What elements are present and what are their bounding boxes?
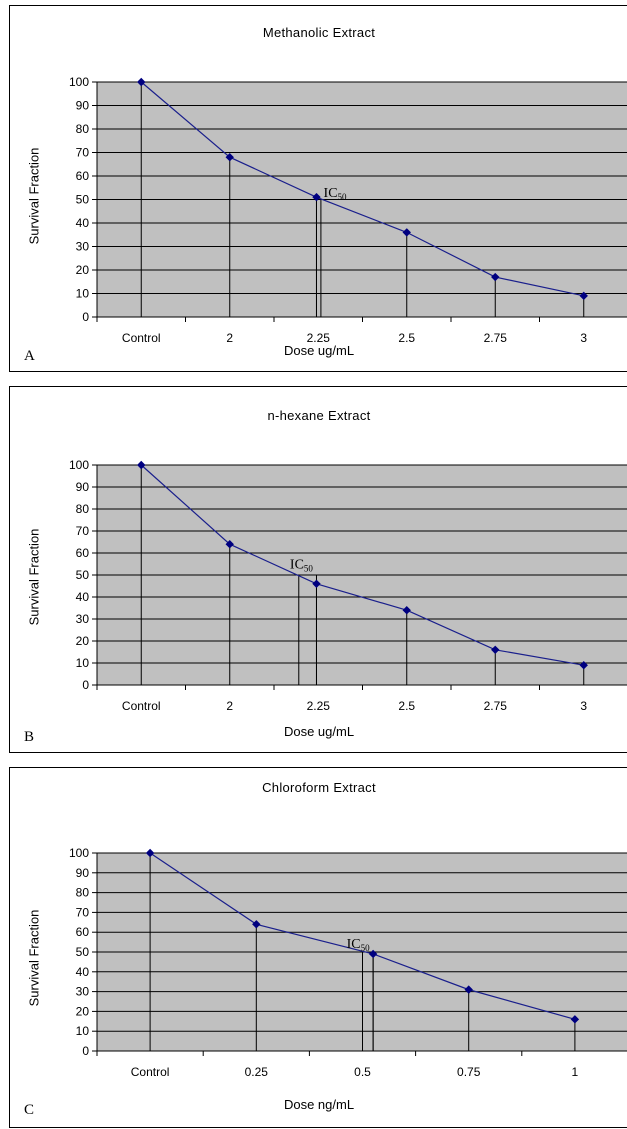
y-tick-label: 50 xyxy=(76,193,90,207)
data-point xyxy=(145,848,155,858)
y-tick-label: 70 xyxy=(76,524,90,538)
y-tick-label: 0 xyxy=(82,678,89,692)
ic50-annotation-text: IC xyxy=(347,937,361,952)
y-tick-label: 80 xyxy=(76,502,90,516)
y-tick-label: 60 xyxy=(76,925,90,939)
y-tick-label: 20 xyxy=(76,263,90,277)
x-tick-label: 0.75 xyxy=(457,1065,481,1079)
y-tick-label: 70 xyxy=(76,146,90,160)
data-point xyxy=(402,605,411,615)
data-point xyxy=(137,77,146,87)
x-tick-label: 2.25 xyxy=(307,331,331,345)
y-tick-label: 80 xyxy=(76,886,90,900)
x-tick-label: 2.75 xyxy=(484,699,508,713)
x-tick-label: Control xyxy=(122,331,161,345)
data-point xyxy=(252,920,261,929)
chart-svg: 0 10 20 30 40 50 60 70 80 90 100 Control 2 2.25 2.5 2.7… xyxy=(69,75,627,345)
ic50-annotation-subscript: 50 xyxy=(304,563,314,573)
ic50-annotation: IC50 xyxy=(324,186,348,202)
ic50-annotation-subscript: 50 xyxy=(338,192,348,202)
ic50-annotation: IC50 xyxy=(290,557,314,573)
series-line xyxy=(140,464,584,666)
x-tick-label: 2.5 xyxy=(398,331,415,345)
y-tick-label: 80 xyxy=(76,122,90,136)
y-tick-label: 40 xyxy=(76,590,90,604)
y-tick-label: 100 xyxy=(69,846,89,860)
y-tick-label: 30 xyxy=(76,240,90,254)
data-point xyxy=(491,272,500,282)
data-point xyxy=(312,579,321,589)
ic50-annotation-text: IC xyxy=(290,557,304,572)
data-point xyxy=(402,228,411,237)
x-tick-label: 0.5 xyxy=(354,1065,371,1079)
chart-title: n-hexane Extract xyxy=(267,408,371,423)
y-tick-label: 40 xyxy=(76,216,90,230)
ic50-annotation-text: IC xyxy=(324,186,338,201)
data-point xyxy=(491,645,500,655)
y-tick-label: 0 xyxy=(82,310,89,324)
y-tick-label: 90 xyxy=(76,99,90,113)
x-tick-label: 3 xyxy=(580,699,587,713)
y-tick-label: 50 xyxy=(76,945,90,959)
panel-label: A xyxy=(24,348,35,364)
x-tick-label: 1 xyxy=(572,1065,579,1079)
y-tick-label: 10 xyxy=(76,287,90,301)
data-point xyxy=(225,539,234,549)
data-point xyxy=(312,192,321,202)
y-tick-label: 0 xyxy=(82,1044,89,1058)
panel-label: B xyxy=(24,729,35,745)
ic50-annotation: IC50 xyxy=(347,937,371,953)
y-tick-label: 60 xyxy=(76,169,90,183)
data-point xyxy=(225,152,234,162)
data-point xyxy=(579,660,588,670)
y-tick-label: 20 xyxy=(76,1004,90,1018)
panel-label: C xyxy=(24,1102,35,1118)
chart-svg: 0 10 20 30 40 50 60 70 80 90 100 Control 0.25 0.5 0.75… xyxy=(69,846,627,1079)
y-tick-label: 100 xyxy=(69,458,89,472)
y-tick-label: 30 xyxy=(76,612,90,626)
x-axis-label: Dose ug/mL xyxy=(283,343,355,358)
y-tick-label: 20 xyxy=(76,634,90,648)
x-tick-label: 2 xyxy=(226,331,233,345)
chart-panel-b: n-hexane Extract Survival Fraction 0 10 20… xyxy=(9,386,627,753)
chart-panel-c: Chloroform Extract Survival Fraction 0 10… xyxy=(9,767,627,1128)
x-tick-label: 2.75 xyxy=(484,331,508,345)
y-tick-label: 30 xyxy=(76,985,90,999)
x-tick-label: Control xyxy=(131,1065,170,1079)
y-tick-label: 90 xyxy=(76,866,90,880)
x-tick-label: Control xyxy=(122,699,161,713)
x-axis-label: Dose ug/mL xyxy=(283,724,355,739)
x-tick-label: 0.25 xyxy=(245,1065,269,1079)
y-tick-label: 10 xyxy=(76,1024,90,1038)
y-tick-label: 100 xyxy=(69,75,89,89)
x-tick-label: 2.25 xyxy=(307,699,331,713)
ic50-annotation-subscript: 50 xyxy=(361,943,371,953)
data-point xyxy=(137,460,146,470)
y-tick-label: 90 xyxy=(76,480,90,494)
y-tick-label: 70 xyxy=(76,905,90,919)
chart-title: Methanolic Extract xyxy=(262,25,376,40)
y-tick-label: 10 xyxy=(76,656,90,670)
y-tick-label: 50 xyxy=(76,568,90,582)
x-tick-label: 2 xyxy=(226,699,233,713)
y-tick-label: 60 xyxy=(76,546,90,560)
x-tick-label: 3 xyxy=(580,331,587,345)
y-tick-label: 40 xyxy=(76,965,90,979)
data-point xyxy=(464,985,473,994)
chart-title: Chloroform Extract xyxy=(262,780,376,795)
series-line xyxy=(140,81,584,297)
chart-panel-a: Methanolic Extract Survival Fraction 0 10… xyxy=(9,5,627,372)
data-point xyxy=(570,1015,580,1024)
x-tick-label: 2.5 xyxy=(398,699,415,713)
chart-svg: 0 10 20 30 40 50 60 70 80 90 100 Control 2 2.25 2.5 2.7… xyxy=(69,458,627,713)
data-point xyxy=(368,949,378,959)
x-axis-label: Dose ng/mL xyxy=(283,1097,355,1112)
data-point xyxy=(579,291,588,301)
